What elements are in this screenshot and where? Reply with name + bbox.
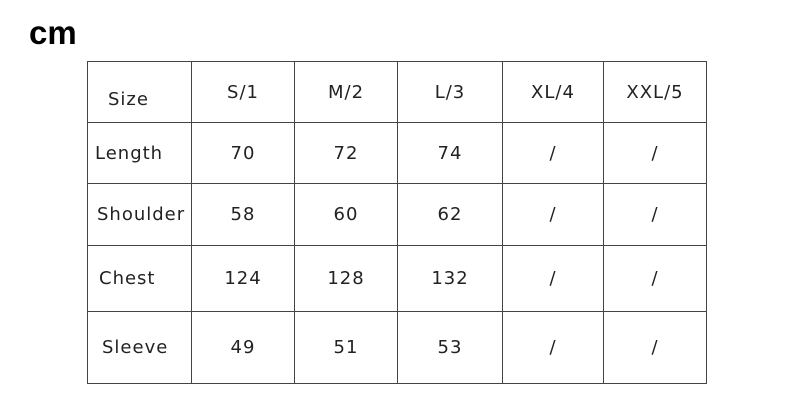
measurement-value: / xyxy=(502,183,604,246)
measurement-value: / xyxy=(603,183,707,246)
measurement-value: / xyxy=(502,245,604,312)
measurement-value: 62 xyxy=(397,183,503,246)
measurement-value: 72 xyxy=(294,122,398,184)
header-row: Size S/1 M/2 L/3 XL/4 XXL/5 xyxy=(87,61,707,123)
measurement-label: Sleeve xyxy=(87,311,192,384)
measurement-value: / xyxy=(502,311,604,384)
measurement-value: 49 xyxy=(191,311,295,384)
measurement-label: Chest xyxy=(87,245,192,312)
table-row: Chest 124 128 132// xyxy=(87,245,707,312)
size-label-header: Size xyxy=(87,61,192,123)
measurement-label: Length xyxy=(87,122,192,184)
size-header: XL/4 xyxy=(502,61,604,123)
size-chart-table: Size S/1 M/2 L/3 XL/4 XXL/5 Length 70 72 74// Shou… xyxy=(87,61,707,384)
size-header: M/2 xyxy=(294,61,398,123)
measurement-value: / xyxy=(502,122,604,184)
table-row: Sleeve 49 51 53// xyxy=(87,311,707,384)
measurement-value: 53 xyxy=(397,311,503,384)
table-row: Length 70 72 74// xyxy=(87,122,707,184)
measurement-value: 58 xyxy=(191,183,295,246)
measurement-value: 51 xyxy=(294,311,398,384)
measurement-value: 124 xyxy=(191,245,295,312)
unit-label: cm xyxy=(29,14,77,51)
measurement-value: 128 xyxy=(294,245,398,312)
measurement-label: Shoulder xyxy=(87,183,192,246)
size-header: S/1 xyxy=(191,61,295,123)
measurement-value: 70 xyxy=(191,122,295,184)
measurement-value: / xyxy=(603,122,707,184)
size-header: L/3 xyxy=(397,61,503,123)
measurement-value: / xyxy=(603,245,707,312)
measurement-value: 60 xyxy=(294,183,398,246)
measurement-value: 132 xyxy=(397,245,503,312)
size-header: XXL/5 xyxy=(603,61,707,123)
table-row: Shoulder 58 60 62// xyxy=(87,183,707,246)
measurement-value: 74 xyxy=(397,122,503,184)
measurement-value: / xyxy=(603,311,707,384)
